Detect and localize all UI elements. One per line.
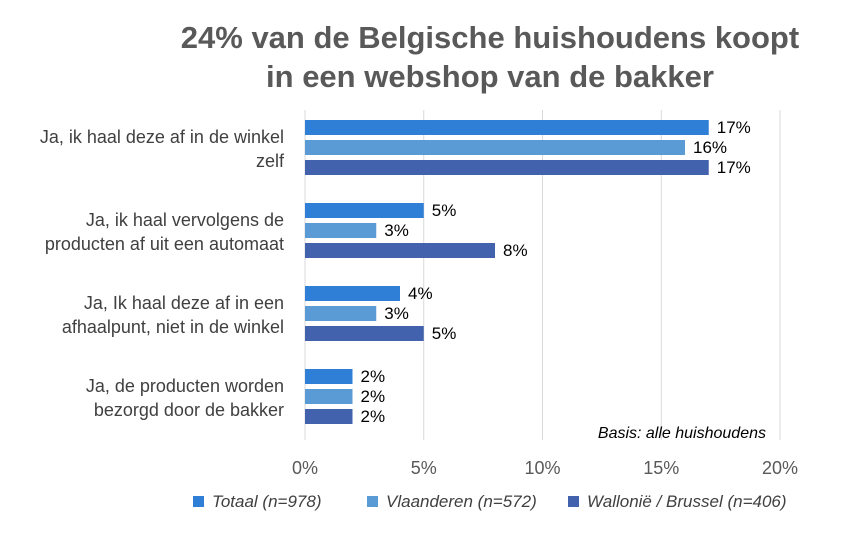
chart-title-line-2: in een webshop van de bakker [266,59,714,94]
bar [305,286,400,301]
chart-title: 24% van de Belgische huishoudens koopt i… [150,18,830,96]
data-label: 3% [384,221,409,240]
bar [305,120,709,135]
data-label: 2% [361,407,386,426]
data-label: 2% [361,367,386,386]
data-label: 3% [384,304,409,323]
legend-swatch [367,496,378,507]
bar [305,243,495,258]
legend-label: Vlaanderen (n=572) [386,492,537,511]
bar [305,140,685,155]
bar [305,326,424,341]
chart-title-line-1: 24% van de Belgische huishoudens koopt [180,20,800,55]
bar [305,223,377,238]
data-label: 17% [717,118,751,137]
legend-swatch [193,496,204,507]
data-label: 5% [432,324,457,343]
data-label: 8% [503,241,528,260]
category-label: Ja, de producten worden [86,376,284,396]
x-tick-label: 15% [643,458,679,478]
category-label: Ja, ik haal vervolgens de [86,210,284,230]
category-label: zelf [256,151,285,171]
bar [305,389,353,404]
data-label: 5% [432,201,457,220]
data-label: 2% [361,387,386,406]
category-label: Ja, Ik haal deze af in een [84,293,284,313]
x-tick-label: 0% [292,458,318,478]
legend-label: Totaal (n=978) [212,492,321,511]
data-label: 16% [693,138,727,157]
bar [305,203,424,218]
legend-swatch [568,496,579,507]
x-tick-label: 20% [762,458,798,478]
basis-note: Basis: alle huishoudens [598,425,766,442]
bar [305,160,709,175]
x-tick-label: 10% [524,458,560,478]
bar [305,409,353,424]
bar [305,369,353,384]
category-label: producten af uit een automaat [45,234,284,254]
category-label: Ja, ik haal deze af in de winkel [40,127,284,147]
data-label: 17% [717,158,751,177]
x-tick-label: 5% [411,458,437,478]
data-label: 4% [408,284,433,303]
category-label: bezorgd door de bakker [94,400,284,420]
legend-label: Wallonië / Brussel (n=406) [587,492,787,511]
category-label: afhaalpunt, niet in de winkel [62,317,284,337]
bar [305,306,377,321]
